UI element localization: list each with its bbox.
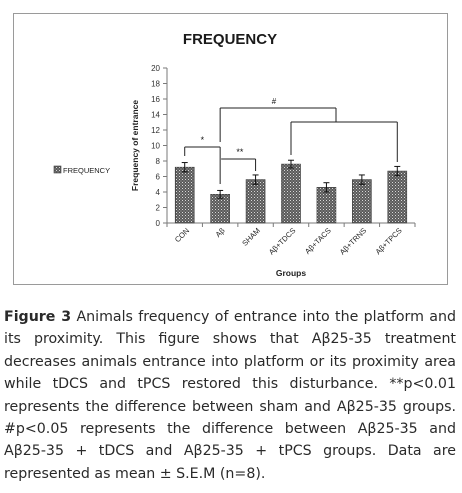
- x-tick-label: Aβ+TRNS: [338, 226, 368, 256]
- y-tick-label: 0: [156, 219, 161, 228]
- y-tick-label: 16: [151, 95, 160, 104]
- y-axis-label: Frequency of entrance: [130, 100, 140, 191]
- chart-frame: FREQUENCY 0 2 4 6 8 10 12 14 16 18 20 Frequency of e…: [13, 13, 448, 285]
- chart-title: FREQUENCY: [183, 31, 277, 48]
- figure-caption: Figure 3 Animals frequency of entrance i…: [4, 306, 456, 485]
- y-tick-label: 12: [151, 126, 160, 135]
- bar: [387, 170, 408, 224]
- bar: [174, 166, 195, 224]
- x-tick-label: Aβ+TACS: [303, 226, 333, 256]
- y-tick-label: 8: [156, 157, 161, 166]
- y-tick-label: 2: [156, 204, 161, 213]
- x-tick-label: CON: [173, 226, 191, 244]
- x-axis-label: Groups: [276, 268, 306, 278]
- significance-marker: *: [201, 135, 205, 145]
- bar: [245, 179, 266, 224]
- x-tick-label: Aβ+TPCS: [374, 226, 404, 256]
- x-tick-label: Aβ: [214, 226, 227, 239]
- caption-text: Animals frequency of entrance into the p…: [4, 309, 456, 482]
- bar: [281, 163, 301, 224]
- x-tick-label: SHAM: [240, 226, 262, 248]
- bar: [352, 179, 372, 224]
- x-tick-label: Aβ+TDCS: [267, 226, 297, 256]
- y-tick-label: 10: [151, 142, 160, 151]
- caption-label: Figure 3: [4, 309, 72, 325]
- significance-marker: **: [236, 147, 244, 157]
- y-tick-label: 14: [151, 111, 160, 120]
- significance-marker: #: [272, 97, 277, 106]
- y-tick-label: 6: [156, 173, 161, 182]
- y-tick-label: 20: [151, 64, 160, 73]
- legend-label: FREQUENCY: [63, 166, 110, 175]
- bar-chart: FREQUENCY 0 2 4 6 8 10 12 14 16 18 20 Frequency of e…: [53, 31, 416, 278]
- y-tick-label: 4: [156, 188, 161, 197]
- bar: [316, 187, 337, 224]
- legend-swatch: [53, 165, 62, 174]
- y-tick-label: 18: [151, 80, 160, 89]
